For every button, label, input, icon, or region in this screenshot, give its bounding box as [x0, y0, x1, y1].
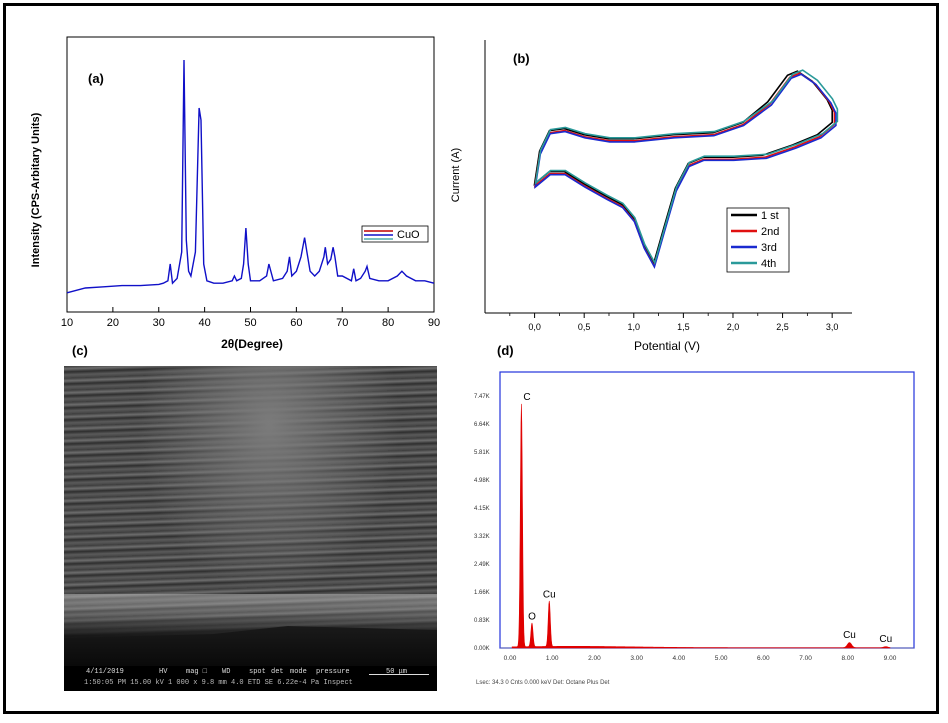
xrd-x-tick-label: 20	[107, 317, 119, 329]
eds-y-tick-label: 0.83K	[474, 618, 490, 624]
xrd-panel-label: (a)	[88, 71, 104, 86]
eds-peak-label: Cu	[843, 630, 856, 641]
sem-mode: mode	[290, 668, 307, 676]
eds-spectrum	[511, 403, 891, 649]
eds-y-tick-label: 6.64K	[474, 422, 490, 428]
xrd-x-tick-label: 60	[290, 317, 302, 329]
sem-mag: mag □	[186, 668, 208, 676]
figure-frame	[3, 3, 939, 714]
cv-x-tick-label: 0,5	[578, 322, 591, 332]
xrd-plot-area	[66, 36, 435, 313]
sem-label-svg: (c)	[72, 343, 88, 358]
eds-footer: Lsec: 34.3 0 Cnts 0.000 keV Det: Octane …	[476, 680, 610, 686]
cv-y-axis-label: Current (A)	[450, 148, 462, 202]
sem-image: 4/11/2019 HV mag □ WD spot det mode pres…	[64, 366, 437, 691]
xrd-x-tick-label: 30	[153, 317, 165, 329]
xrd-y-axis-label: Intensity (CPS-Arbitary Units)	[30, 112, 42, 267]
eds-y-tick-label: 2.49K	[474, 562, 490, 568]
cv-x-tick-label: 3,0	[826, 322, 839, 332]
eds-x-tick-label: 8.00	[841, 655, 854, 662]
eds-panel-label: (d)	[497, 343, 514, 358]
eds-x-tick-label: 0.00	[504, 655, 517, 662]
cv-series-line-3	[534, 73, 837, 270]
cv-legend-label: 4th	[761, 258, 776, 270]
eds-label-svg: (d)	[497, 343, 514, 358]
eds-y-tick-label: 5.81K	[474, 450, 490, 456]
eds-x-ticks: 0.00 1.00 2.00 3.00 4.00 5.00 6.00 7.00 8.00 9.00	[504, 655, 897, 662]
eds-x-tick-label: 6.00	[757, 655, 770, 662]
eds-plot-area	[499, 371, 915, 649]
eds-x-tick-label: 9.00	[884, 655, 897, 662]
cv-legend-label: 1 st	[761, 210, 779, 222]
eds-y-tick-label: 3.32K	[474, 534, 490, 540]
eds-x-tick-label: 3.00	[630, 655, 643, 662]
cv-series-line-1	[533, 70, 833, 266]
sem-date: 4/11/2019	[86, 668, 124, 676]
sem-pressure: pressure	[316, 668, 350, 676]
xrd-x-tick-label: 50	[244, 317, 256, 329]
xrd-x-tick-label: 80	[382, 317, 394, 329]
cv-legend-label: 3rd	[761, 242, 777, 254]
xrd-chart: 10 20 30 40 50 60 70 80 90 (a) 2θ(Degree) Intens…	[30, 36, 440, 351]
cv-series-line-4	[534, 69, 839, 265]
sem-databar: 4/11/2019 HV mag □ WD spot det mode pres…	[64, 666, 437, 691]
eds-chart: 0.00K 0.83K 1.66K 2.49K 3.32K 4.15K 4.98K 5.81K…	[474, 371, 915, 662]
eds-y-tick-label: 0.00K	[474, 646, 490, 652]
xrd-x-tick-label: 40	[199, 317, 211, 329]
sem-panel-label: (c)	[72, 343, 88, 358]
cv-x-axis-label: Potential (V)	[634, 339, 700, 353]
xrd-x-ticks: 10 20 30 40 50 60 70 80 90	[61, 307, 440, 329]
xrd-x-tick-label: 70	[336, 317, 348, 329]
sem-scale-bar	[369, 674, 429, 675]
eds-x-tick-label: 7.00	[799, 655, 812, 662]
cv-x-tick-label: 2,5	[776, 322, 789, 332]
eds-y-tick-label: 1.66K	[474, 590, 490, 596]
xrd-legend: CuO	[361, 225, 429, 243]
cv-x-tick-label: 0,0	[528, 322, 541, 332]
cv-legend-label: 2nd	[761, 226, 779, 238]
eds-x-tick-label: 1.00	[546, 655, 559, 662]
eds-x-tick-label: 2.00	[588, 655, 601, 662]
eds-y-ticks: 0.00K 0.83K 1.66K 2.49K 3.32K 4.15K 4.98K 5.81K…	[474, 394, 490, 652]
sem-hv: HV	[159, 668, 168, 676]
eds-peak-labels: C O Cu Cu Cu	[523, 392, 892, 645]
eds-peak-label: C	[523, 392, 530, 403]
xrd-legend-label: CuO	[397, 229, 420, 241]
cv-x-tick-label: 2,0	[727, 322, 740, 332]
eds-peak-label: Cu	[879, 634, 892, 645]
xrd-x-tick-label: 10	[61, 317, 73, 329]
eds-peak-label: O	[528, 611, 536, 622]
eds-y-tick-label: 4.15K	[474, 506, 490, 512]
xrd-series-line-cuo	[66, 59, 435, 294]
eds-y-tick-label: 4.98K	[474, 478, 490, 484]
sem-spot: spot	[249, 668, 266, 676]
eds-y-tick-label: 7.47K	[474, 394, 490, 400]
sem-det: det	[271, 668, 284, 676]
cv-chart: 0,0 0,5 1,0 1,5 2,0 2,5 3,0 (b) Potential (V) …	[450, 40, 852, 353]
eds-x-tick-label: 4.00	[673, 655, 686, 662]
cv-x-tick-label: 1,5	[677, 322, 690, 332]
eds-x-tick-label: 5.00	[715, 655, 728, 662]
cv-legend: 1 st 2nd 3rd 4th	[726, 207, 790, 273]
eds-peak-label: Cu	[543, 589, 556, 600]
cv-x-ticks: 0,0 0,5 1,0 1,5 2,0 2,5 3,0	[509, 313, 839, 332]
sem-wd: WD	[222, 668, 231, 676]
xrd-x-axis-label: 2θ(Degree)	[221, 337, 283, 351]
sem-scale: 50 μm	[386, 668, 408, 676]
cv-panel-label: (b)	[513, 51, 530, 66]
sem-databar-row2: 1:50:05 PM 15.00 kV 1 000 x 9.8 mm 4.0 E…	[84, 679, 353, 687]
cv-curves	[533, 69, 839, 270]
cv-x-tick-label: 1,0	[628, 322, 641, 332]
xrd-x-tick-label: 90	[428, 317, 440, 329]
